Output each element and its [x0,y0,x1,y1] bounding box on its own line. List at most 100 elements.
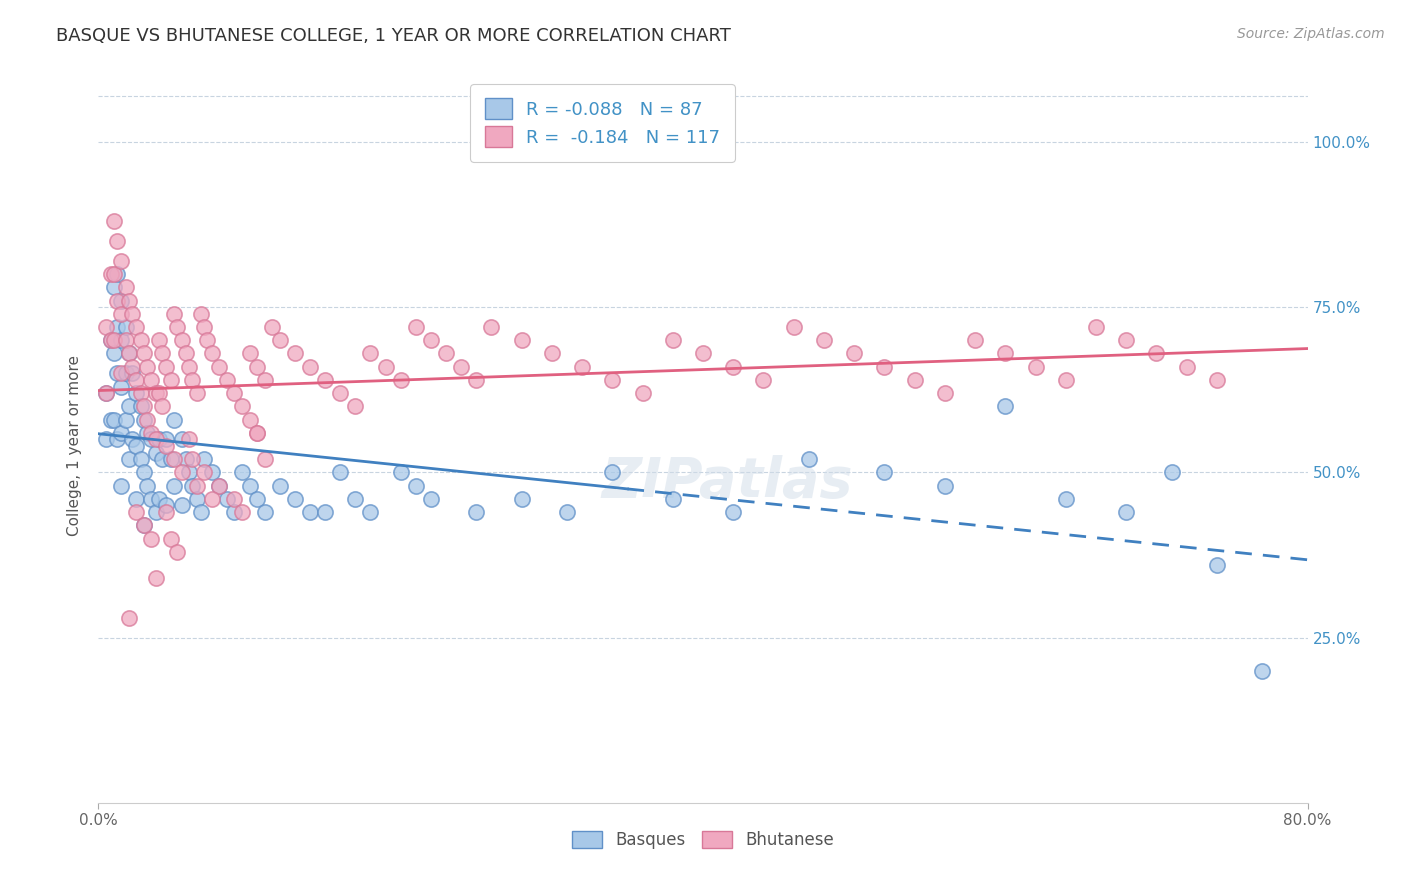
Point [965,333,987,347]
Point [155,439,177,453]
Point [904,373,927,387]
Point [135,478,157,492]
Point [100,412,122,426]
Point [239,346,262,360]
Point [723,505,745,519]
Point [215,491,238,506]
Point [1115,505,1137,519]
Point [94,386,117,401]
Point [179,359,201,374]
Point [132,400,155,414]
Point [434,346,457,360]
Point [783,320,806,334]
Point [105,433,128,447]
Point [141,373,163,387]
Point [934,478,956,492]
Point [269,333,291,347]
Point [129,400,152,414]
Point [118,400,141,414]
Point [1115,333,1137,347]
Point [797,452,820,467]
Point [135,425,157,440]
Point [145,386,167,401]
Point [934,386,956,401]
Point [121,359,143,374]
Point [132,412,155,426]
Point [1024,359,1046,374]
Point [129,333,152,347]
Point [195,333,218,347]
Point [114,333,136,347]
Point [374,359,396,374]
Point [103,280,125,294]
Point [103,346,125,360]
Point [132,346,155,360]
Point [100,333,122,347]
Point [344,400,367,414]
Point [246,491,269,506]
Point [873,359,896,374]
Point [181,373,204,387]
Point [450,359,472,374]
Point [150,400,173,414]
Point [873,466,896,480]
Point [284,346,307,360]
Point [118,346,141,360]
Point [1054,373,1077,387]
Point [166,545,188,559]
Point [118,611,141,625]
Point [148,491,170,506]
Point [208,478,231,492]
Point [299,359,322,374]
Point [155,499,177,513]
Point [148,333,170,347]
Text: ZIPatlas: ZIPatlas [602,455,853,508]
Point [110,478,132,492]
Point [141,532,163,546]
Point [145,445,167,459]
Point [239,478,262,492]
Point [94,433,117,447]
Point [329,386,352,401]
Point [100,267,122,281]
Point [132,466,155,480]
Point [420,333,443,347]
Point [246,425,269,440]
Point [284,491,307,506]
Point [163,478,186,492]
Point [110,254,132,268]
Point [105,320,128,334]
Point [193,320,215,334]
Point [145,505,167,519]
Point [1160,466,1182,480]
Point [269,478,291,492]
Point [231,400,253,414]
Point [141,425,163,440]
Point [118,293,141,308]
Point [299,505,322,519]
Point [405,320,427,334]
Point [110,379,132,393]
Point [118,452,141,467]
Point [141,491,163,506]
Point [121,367,143,381]
Point [571,359,593,374]
Point [246,359,269,374]
Point [314,373,336,387]
Point [231,505,253,519]
Point [813,333,835,347]
Point [125,439,148,453]
Y-axis label: College, 1 year or more: College, 1 year or more [67,356,83,536]
Point [170,466,193,480]
Point [155,505,177,519]
Point [190,505,212,519]
Point [844,346,866,360]
Point [201,466,224,480]
Point [163,412,186,426]
Point [186,491,208,506]
Point [465,373,488,387]
Point [135,412,157,426]
Point [314,505,336,519]
Point [224,386,246,401]
Point [723,359,745,374]
